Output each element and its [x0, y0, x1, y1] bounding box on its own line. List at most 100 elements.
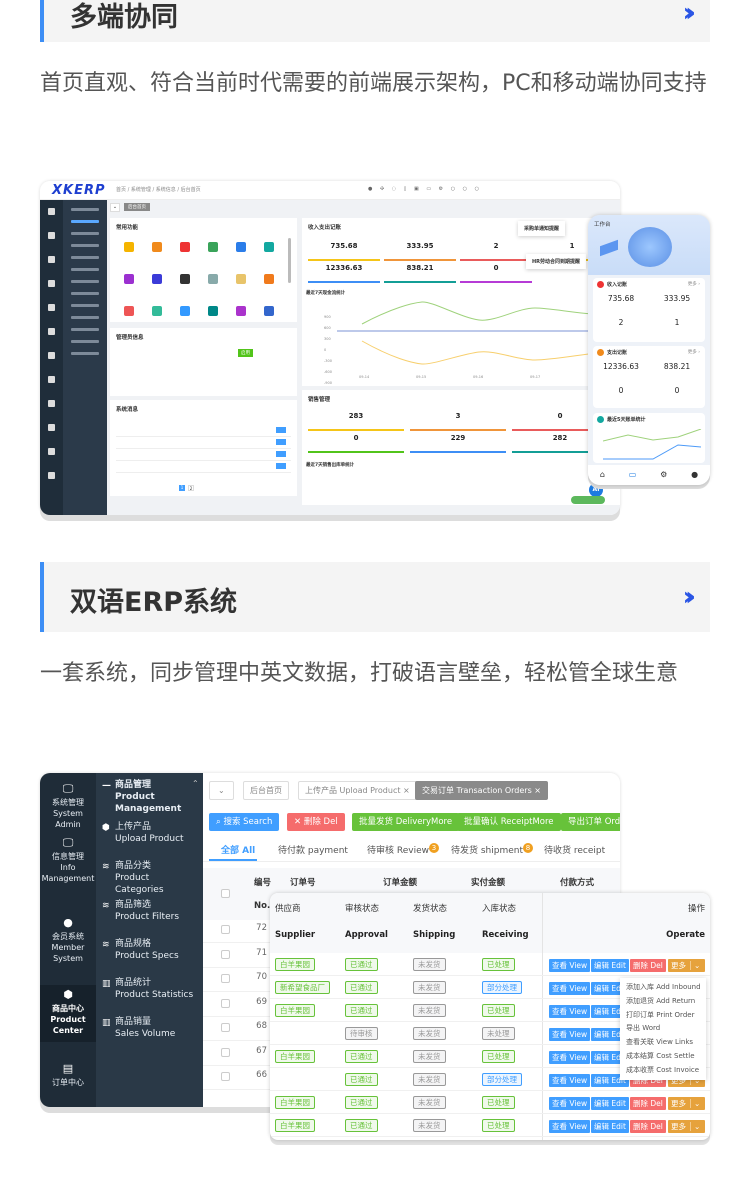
menu-item[interactable]: 成本收票 Cost Invoice — [626, 1065, 700, 1074]
delete-button[interactable]: 删除 Del — [630, 1097, 666, 1110]
edit-button[interactable]: 编辑 Edit — [591, 1051, 629, 1064]
function-icon[interactable] — [264, 242, 274, 252]
nav-icon[interactable] — [48, 256, 55, 263]
view-button[interactable]: 查看 View — [549, 1005, 591, 1018]
edit-button[interactable]: 编辑 Edit — [591, 959, 629, 972]
view-button[interactable] — [276, 427, 286, 433]
function-icon[interactable] — [236, 274, 246, 284]
nav-item[interactable] — [71, 280, 99, 283]
function-icon[interactable] — [152, 274, 162, 284]
pager-page[interactable]: 1 — [179, 485, 185, 491]
nav-icon[interactable] — [48, 280, 55, 287]
action-button[interactable]: 批量确认 ReceiptMore — [457, 813, 561, 831]
nav-item[interactable] — [71, 268, 99, 271]
view-button[interactable] — [276, 463, 286, 469]
order-tab[interactable]: 待付款 payment — [278, 843, 348, 856]
nav-item[interactable] — [71, 316, 99, 319]
nav-icon[interactable] — [48, 448, 55, 455]
assistant-pill[interactable] — [571, 496, 605, 504]
home-icon[interactable]: ⌂ — [599, 470, 605, 479]
delete-button[interactable]: 删除 Del — [630, 959, 666, 972]
function-icon[interactable] — [180, 306, 190, 316]
nav-item[interactable] — [71, 292, 99, 295]
double-chevron-right-icon[interactable]: ›› — [682, 582, 697, 612]
nav-info-management[interactable]: 🖵 信息管理 Info Management — [40, 837, 96, 884]
row-checkbox[interactable] — [221, 974, 230, 983]
ai-assistant-button[interactable]: AI — [589, 483, 603, 497]
nav-icon[interactable] — [48, 400, 55, 407]
nav-product-statistics[interactable]: ▥ 商品统计 Product Statistics — [102, 977, 200, 1001]
row-checkbox[interactable] — [221, 998, 230, 1008]
function-icon[interactable] — [208, 242, 218, 252]
nav-upload-product[interactable]: ⬢ 上传产品 Upload Product — [102, 821, 200, 845]
nav-icon[interactable] — [48, 208, 55, 215]
nav-icon[interactable] — [48, 232, 55, 239]
tab-dropdown[interactable]: ⌄ — [209, 781, 234, 800]
tab-dropdown[interactable]: ⌄ — [110, 203, 120, 212]
edit-button[interactable]: 编辑 Edit — [591, 1074, 629, 1087]
view-button[interactable] — [276, 451, 286, 457]
workbench-icon[interactable]: ▭ — [628, 470, 637, 479]
edit-button[interactable]: 编辑 Edit — [591, 1097, 629, 1110]
edit-button[interactable]: 编辑 Edit — [591, 982, 629, 995]
order-tab[interactable]: 待审核 Review 3 — [367, 843, 439, 856]
nav-system-admin[interactable]: 🖵 系统管理 System Admin — [40, 783, 96, 830]
double-chevron-right-icon[interactable]: ›› — [682, 0, 697, 28]
nav-product-categories[interactable]: ≋ 商品分类 Product Categories — [102, 860, 200, 896]
nav-member-system[interactable]: ● 会员系统 Member System — [40, 917, 96, 964]
menu-item[interactable]: 导出 Word — [626, 1024, 661, 1033]
function-icon[interactable] — [124, 306, 134, 316]
nav-icon[interactable] — [48, 352, 55, 359]
action-button[interactable]: ⌕ 搜索 Search — [209, 813, 280, 831]
nav-order-center[interactable]: ▤ 订单中心 — [40, 1063, 96, 1088]
order-tab[interactable]: 待发货 shipment 8 — [451, 843, 534, 856]
nav-item[interactable] — [71, 220, 99, 223]
more-link[interactable]: 更多 › — [687, 282, 700, 287]
view-button[interactable]: 查看 View — [549, 1028, 591, 1041]
nav-item[interactable] — [71, 340, 99, 343]
more-link[interactable]: 更多 › — [687, 350, 700, 355]
nav-product-specs[interactable]: ≋ 商品规格 Product Specs — [102, 938, 200, 962]
page-tag[interactable]: 后台首页 — [243, 781, 289, 800]
nav-group-product-management[interactable]: — 商品管理 Product Management — [102, 779, 191, 815]
select-all-checkbox[interactable] — [221, 889, 230, 898]
notification-card[interactable]: HR劳动合同到期提醒 — [526, 254, 587, 269]
order-tab[interactable]: 待收货 receipt — [544, 843, 605, 856]
function-icon[interactable] — [264, 306, 274, 316]
view-button[interactable]: 查看 View — [549, 959, 591, 972]
edit-button[interactable]: 编辑 Edit — [591, 1028, 629, 1041]
menu-item[interactable]: 添加退货 Add Return — [626, 996, 696, 1005]
row-checkbox[interactable] — [221, 925, 230, 934]
scrollbar[interactable] — [288, 238, 291, 283]
action-button[interactable]: 批量发货 DeliveryMore — [352, 813, 460, 831]
tab-home[interactable]: 后台首页 — [124, 203, 150, 211]
row-checkbox[interactable] — [221, 1023, 230, 1032]
menu-item[interactable]: 成本结算 Cost Settle — [626, 1051, 695, 1060]
page-tag[interactable]: 交易订单 Transaction Orders × — [415, 781, 548, 800]
nav-item[interactable] — [71, 208, 99, 211]
nav-item[interactable] — [71, 232, 99, 235]
notification-card[interactable]: 采购单通知提醒 — [518, 221, 566, 236]
more-button[interactable]: 更多 ⌄ — [668, 1120, 705, 1133]
function-icon[interactable] — [124, 274, 134, 284]
toolbar-icons[interactable]: ● ✣ ◌ ▯ ▣ ▭ ⚙ ○ ○ ○ — [368, 186, 479, 192]
view-button[interactable]: 查看 View — [549, 1120, 591, 1133]
function-icon[interactable] — [208, 274, 218, 284]
nav-item[interactable] — [71, 244, 99, 247]
view-button[interactable] — [276, 439, 286, 445]
chevron-up-icon[interactable]: ⌃ — [192, 779, 199, 788]
action-button[interactable]: ✕ 删除 Del — [287, 813, 345, 831]
function-icon[interactable]: ⚙ — [660, 470, 668, 479]
nav-item[interactable] — [71, 256, 99, 259]
nav-item[interactable] — [71, 304, 99, 307]
menu-item[interactable]: 添加入库 Add Inbound — [626, 983, 701, 991]
more-button[interactable]: 更多 ⌄ — [668, 959, 705, 972]
action-button[interactable]: 导出订单 Order — [561, 813, 620, 831]
row-checkbox[interactable] — [221, 1047, 230, 1057]
function-icon[interactable] — [180, 274, 190, 284]
nav-icon[interactable] — [48, 376, 55, 383]
function-icon[interactable] — [208, 306, 218, 316]
function-icon[interactable] — [236, 242, 246, 252]
function-icon[interactable] — [180, 242, 190, 252]
function-icon[interactable] — [152, 242, 162, 252]
